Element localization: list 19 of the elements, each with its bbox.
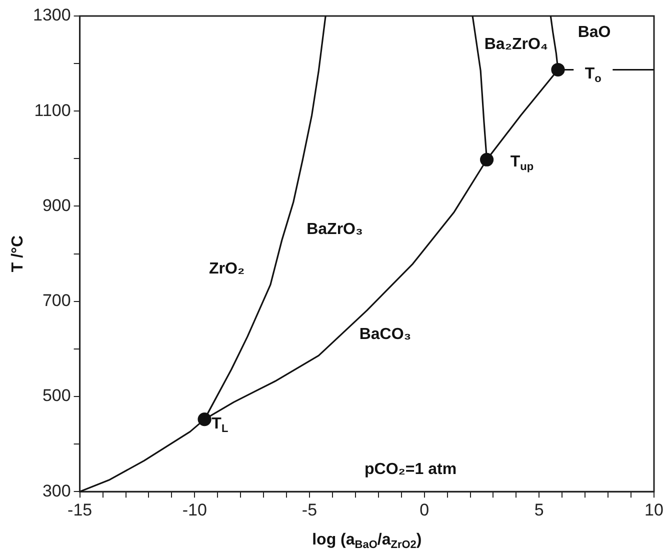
x-tick-label: 5 xyxy=(534,500,544,520)
y-tick-label: 900 xyxy=(42,196,71,215)
annotation: ZrO₂ xyxy=(209,260,245,278)
y-tick-label: 500 xyxy=(42,386,71,406)
annotation: BaCO₃ xyxy=(359,326,412,344)
x-tick-label: -5 xyxy=(302,500,318,520)
y-axis-title: T /°C xyxy=(9,235,26,272)
x-tick-label: 0 xyxy=(420,500,430,520)
x-tick-label: 10 xyxy=(644,500,664,520)
y-tick-label: 300 xyxy=(42,481,71,500)
x-tick-label: -15 xyxy=(68,500,92,520)
y-tick-label: 1100 xyxy=(34,100,71,120)
annotation: Ba₂ZrO₄ xyxy=(484,36,548,53)
annotation: BaZrO₃ xyxy=(306,220,363,238)
y-tick-label: 700 xyxy=(42,291,71,310)
x-tick-label: -10 xyxy=(182,500,207,520)
y-tick-label: 1300 xyxy=(32,6,71,25)
annotation: BaO xyxy=(578,24,611,42)
annotation: pCO₂=1 atm xyxy=(364,461,457,478)
